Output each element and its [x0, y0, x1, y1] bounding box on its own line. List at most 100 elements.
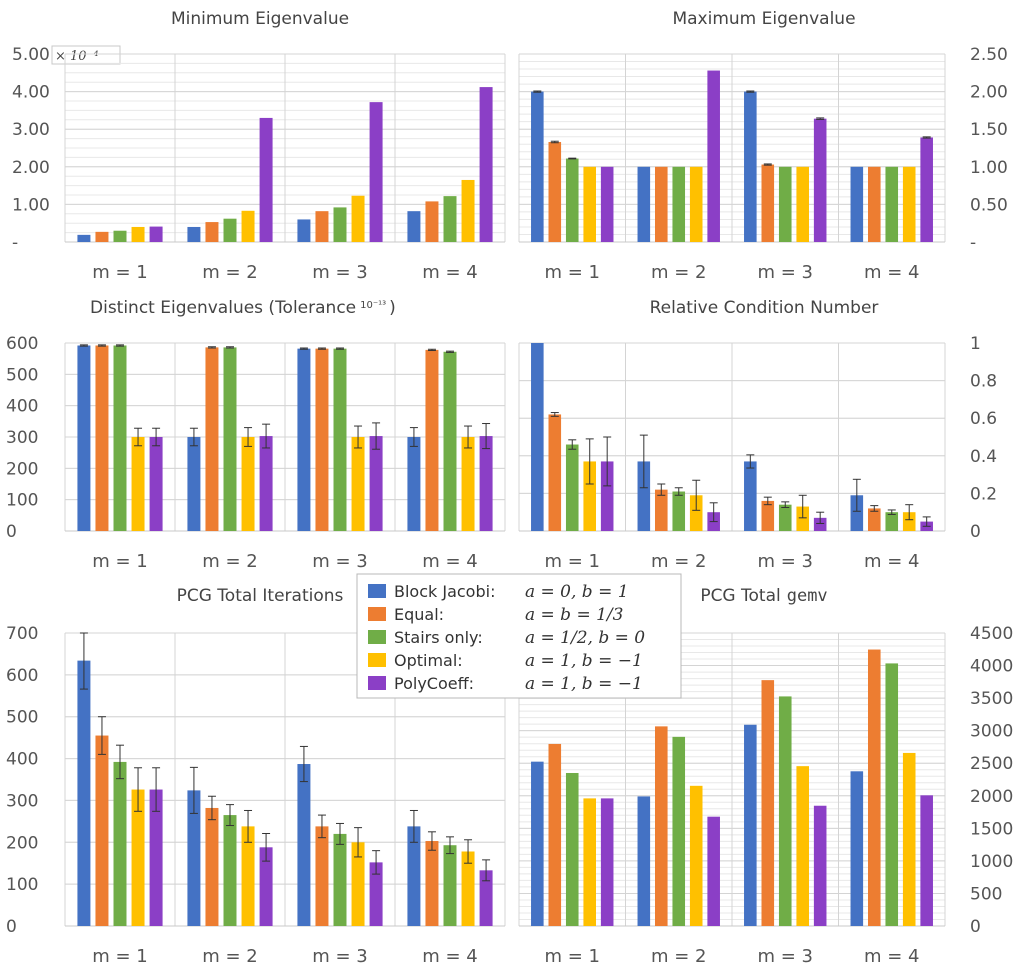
- bar-polycoeff: [369, 862, 383, 926]
- y-tick-label: 3.00: [12, 120, 50, 140]
- bar-stairs-only: [885, 166, 899, 242]
- bar-stairs-only: [443, 845, 457, 926]
- bar-block-jacobi: [407, 211, 421, 242]
- bar-equal: [425, 201, 439, 242]
- y-tick-label: 1.00: [12, 195, 50, 215]
- x-category-label: m = 1: [92, 262, 148, 283]
- legend-formula: a = 0, b = 1: [525, 582, 629, 602]
- bar-stairs-only: [778, 166, 792, 242]
- x-category-label: m = 3: [312, 262, 368, 283]
- bar-polycoeff: [600, 798, 614, 926]
- bar-equal: [654, 489, 668, 531]
- y-tick-label: 300: [6, 428, 38, 448]
- bar-block-jacobi: [77, 345, 91, 531]
- bar-polycoeff: [707, 70, 720, 242]
- min-eig-title: Minimum Eigenvalue: [171, 9, 349, 29]
- y-tick-label: -: [12, 233, 18, 253]
- bar-stairs-only: [443, 196, 457, 242]
- x-category-label: m = 4: [864, 551, 920, 572]
- bar-stairs-only: [333, 207, 347, 242]
- x-category-label: m = 2: [202, 946, 258, 967]
- bar-optimal: [796, 166, 810, 242]
- bar-block-jacobi: [637, 796, 651, 926]
- bar-polycoeff: [707, 816, 720, 926]
- rel-cond-title: Relative Condition Number: [650, 298, 879, 318]
- legend-box: [356, 573, 682, 699]
- bar-equal: [548, 743, 562, 926]
- bar-block-jacobi: [297, 764, 311, 926]
- y-tick-label: 0.6: [970, 409, 997, 429]
- bar-equal: [867, 166, 881, 242]
- y-tick-label: 4.00: [12, 83, 50, 103]
- bar-polycoeff: [479, 870, 493, 926]
- bar-block-jacobi: [77, 660, 91, 926]
- x-category-label: m = 2: [651, 262, 707, 283]
- bar-optimal: [583, 798, 597, 926]
- bar-block-jacobi: [531, 343, 544, 531]
- bar-polycoeff: [149, 437, 163, 531]
- bar-equal: [761, 500, 775, 531]
- bar-block-jacobi: [407, 437, 421, 531]
- bar-stairs-only: [565, 772, 579, 926]
- legend-entry: Block Jacobi: a = 0, b = 1: [368, 582, 629, 602]
- bar-equal: [654, 726, 668, 926]
- exponent-label: × 10⁻⁴: [55, 49, 99, 64]
- rel-cond-chart: 0 0.2 0.4 0.6 0.8 1 m = 1 m = 2 m = 3 m = 4: [518, 334, 997, 572]
- bar-polycoeff: [920, 795, 933, 926]
- y-tick-label: 700: [6, 624, 38, 644]
- legend-formula: a = 1, b = −1: [525, 651, 643, 671]
- bar-optimal: [583, 461, 597, 531]
- bar-block-jacobi: [531, 91, 544, 242]
- bar-block-jacobi: [297, 348, 311, 531]
- x-category-label: m = 3: [757, 262, 813, 283]
- bar-polycoeff: [369, 102, 383, 243]
- bar-optimal: [351, 195, 365, 242]
- bar-equal: [867, 508, 881, 531]
- bar-stairs-only: [113, 230, 127, 242]
- bar-equal: [548, 414, 562, 531]
- y-tick-label: 200: [6, 459, 38, 479]
- bar-block-jacobi: [187, 790, 201, 926]
- bar-optimal: [461, 851, 475, 926]
- y-tick-label: 1500: [970, 819, 1013, 839]
- legend-swatch-block-jacobi: [368, 584, 386, 598]
- bar-optimal: [351, 437, 365, 531]
- pcg-gemv-chart: 0 500 1000 1500 2000 2500 3000 3500 4000 4500 m = …: [518, 624, 1013, 967]
- x-category-label: m = 1: [92, 551, 148, 572]
- y-tick-label: 1000: [970, 852, 1013, 872]
- y-tick-label: 300: [6, 791, 38, 811]
- bar-polycoeff: [600, 166, 614, 242]
- y-tick-label: 2000: [970, 787, 1013, 807]
- x-category-label: m = 4: [864, 946, 920, 967]
- x-category-label: m = 1: [544, 551, 600, 572]
- max-eig-chart: - 0.50 1.00 1.50 2.00 2.50 m = 1 m = 2 m = 3 m = …: [518, 45, 1008, 283]
- bar-polycoeff: [600, 461, 614, 531]
- bar-polycoeff: [259, 436, 273, 531]
- bar-stairs-only: [223, 347, 237, 531]
- bar-equal: [654, 166, 668, 242]
- bar-block-jacobi: [744, 91, 757, 242]
- x-category-label: m = 2: [202, 551, 258, 572]
- bar-stairs-only: [565, 444, 579, 531]
- y-tick-label: 500: [6, 708, 38, 728]
- bar-stairs-only: [113, 761, 127, 926]
- legend-name: Block Jacobi:: [394, 582, 495, 601]
- bar-optimal: [241, 210, 255, 242]
- y-tick-label: 600: [6, 334, 38, 354]
- bar-polycoeff: [479, 436, 493, 531]
- x-category-label: m = 3: [312, 946, 368, 967]
- legend-entry: Optimal: a = 1, b = −1: [368, 651, 643, 671]
- min-eig-chart: - 1.00 2.00 3.00 4.00 5.00 m = 1 m = 2 m = 3 m = …: [12, 45, 506, 283]
- x-category-label: m = 2: [651, 946, 707, 967]
- bar-block-jacobi: [850, 771, 864, 926]
- bar-equal: [95, 345, 109, 531]
- legend-name: Stairs only:: [394, 628, 483, 647]
- bar-equal: [548, 141, 562, 242]
- y-tick-label: 0.50: [970, 195, 1008, 215]
- bar-equal: [315, 211, 329, 242]
- x-category-label: m = 3: [757, 551, 813, 572]
- bar-equal: [95, 231, 109, 242]
- exponent-box: [51, 45, 121, 65]
- y-tick-label: 5.00: [12, 45, 50, 65]
- bar-block-jacobi: [637, 166, 651, 242]
